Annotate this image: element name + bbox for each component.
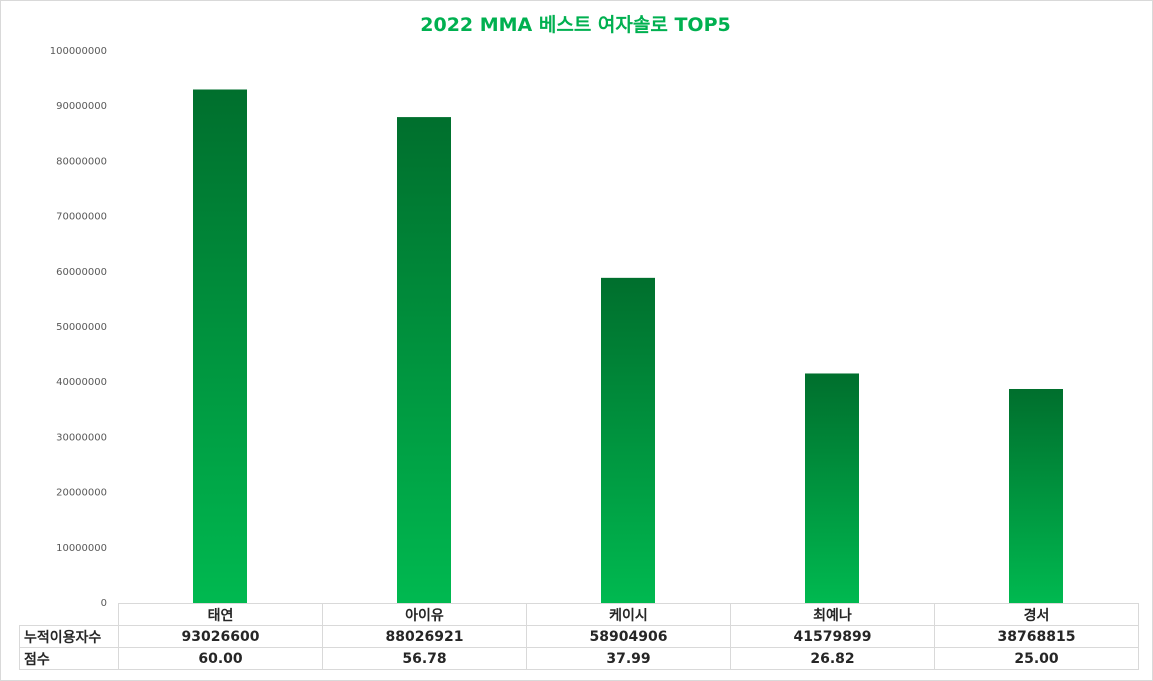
y-tick-label: 90000000 (56, 101, 107, 112)
y-tick-label: 60000000 (56, 267, 107, 278)
category-label: 아이유 (322, 603, 527, 626)
category-label: 최예나 (730, 603, 935, 626)
bar (397, 117, 451, 603)
bar (601, 277, 655, 603)
y-tick-label: 80000000 (56, 156, 107, 167)
category-label: 태연 (118, 603, 323, 626)
table-cell: 26.82 (730, 647, 935, 670)
corner-cell (19, 603, 119, 626)
data-table: 태연 아이유 케이시 최예나 경서 누적이용자수 93026600 880269… (19, 603, 1139, 670)
bars (193, 89, 1063, 604)
y-axis: 0100000002000000030000000400000005000000… (50, 46, 107, 609)
category-row: 태연 아이유 케이시 최예나 경서 (19, 603, 1139, 626)
bar (805, 373, 859, 603)
table-cell: 56.78 (322, 647, 527, 670)
table-cell: 25.00 (934, 647, 1139, 670)
y-tick-label: 20000000 (56, 488, 107, 499)
category-label: 경서 (934, 603, 1139, 626)
row-header: 누적이용자수 (19, 625, 119, 648)
table-cell: 38768815 (934, 625, 1139, 648)
chart-title: 2022 MMA 베스트 여자솔로 TOP5 (420, 14, 731, 36)
y-tick-label: 30000000 (56, 432, 107, 443)
bar (193, 89, 247, 604)
table-cell: 88026921 (322, 625, 527, 648)
bar (1009, 388, 1063, 603)
y-tick-label: 50000000 (56, 322, 107, 333)
table-cell: 93026600 (118, 625, 323, 648)
y-tick-label: 10000000 (56, 543, 107, 554)
y-tick-label: 100000000 (50, 46, 107, 57)
table-row-score: 점수 60.00 56.78 37.99 26.82 25.00 (19, 647, 1139, 670)
table-row-users: 누적이용자수 93026600 88026921 58904906 415798… (19, 625, 1139, 648)
table-cell: 37.99 (526, 647, 731, 670)
table-cell: 60.00 (118, 647, 323, 670)
y-tick-label: 40000000 (56, 377, 107, 388)
category-label: 케이시 (526, 603, 731, 626)
y-tick-label: 70000000 (56, 212, 107, 223)
row-header: 점수 (19, 647, 119, 670)
table-cell: 41579899 (730, 625, 935, 648)
table-cell: 58904906 (526, 625, 731, 648)
